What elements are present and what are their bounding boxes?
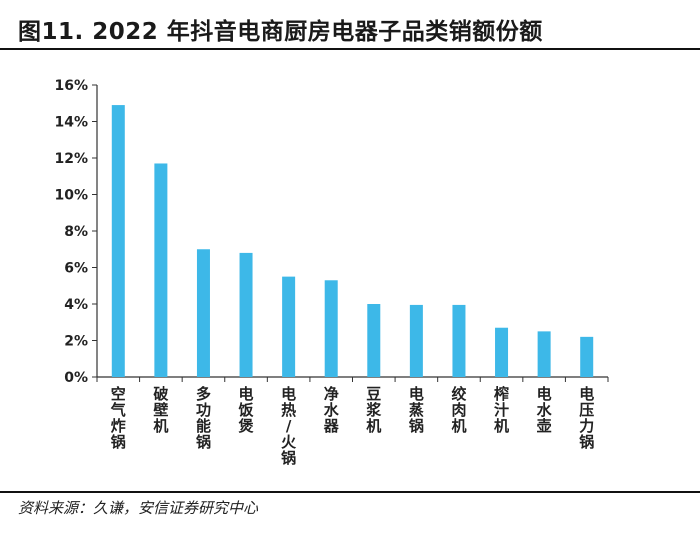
y-tick-label: 12%: [54, 151, 88, 167]
y-tick-labels: 0% 2% 4% 6% 8% 10% 12% 14% 16%: [54, 78, 88, 386]
bar: [495, 327, 509, 377]
chart-bars: [111, 105, 594, 377]
y-tick-label: 8%: [64, 224, 88, 240]
bar: [367, 304, 381, 377]
category-label: 绞肉机: [451, 385, 466, 435]
bar: [409, 304, 423, 377]
figure-title: 图11. 2022 年抖音电商厨房电器子品类销额份额: [18, 19, 543, 45]
bar: [154, 163, 168, 377]
y-tick-label: 16%: [54, 78, 88, 94]
category-label: 净水器: [323, 385, 340, 435]
category-label: 电饭煲: [238, 385, 255, 435]
category-label: 电水壶: [537, 385, 553, 435]
category-label: 电蒸锅: [409, 385, 424, 435]
bar: [537, 331, 551, 377]
category-labels: 空气炸锅 破壁机 多功能锅 电饭煲 电热/火锅 净水器 豆浆机 电蒸锅 绞肉机 榨汁机 电水壶 电压力…: [110, 385, 594, 467]
bar: [196, 249, 210, 377]
title-rule: [0, 48, 700, 50]
bar: [282, 276, 296, 377]
y-tick-label: 10%: [54, 188, 88, 204]
bar: [452, 304, 466, 377]
bar: [111, 105, 125, 377]
bar: [324, 280, 338, 377]
category-label: 豆浆机: [366, 385, 382, 435]
bar: [580, 336, 594, 377]
category-label: 电压力锅: [579, 385, 594, 451]
y-tick-label: 2%: [64, 334, 88, 350]
category-label: 榨汁机: [494, 385, 509, 435]
category-label: 电热/火锅: [281, 385, 297, 467]
category-label: 多功能锅: [196, 385, 211, 451]
source-rule: [0, 491, 700, 493]
category-label: 破壁机: [153, 385, 168, 435]
bar: [239, 252, 253, 377]
chart-axes: [92, 84, 609, 382]
y-tick-label: 14%: [54, 115, 88, 131]
source-note: 资料来源：久谦，安信证券研究中心: [18, 499, 259, 517]
category-label: 空气炸锅: [110, 385, 126, 451]
y-tick-label: 6%: [64, 261, 88, 277]
y-tick-label: 0%: [64, 370, 88, 386]
y-tick-label: 4%: [64, 297, 88, 313]
